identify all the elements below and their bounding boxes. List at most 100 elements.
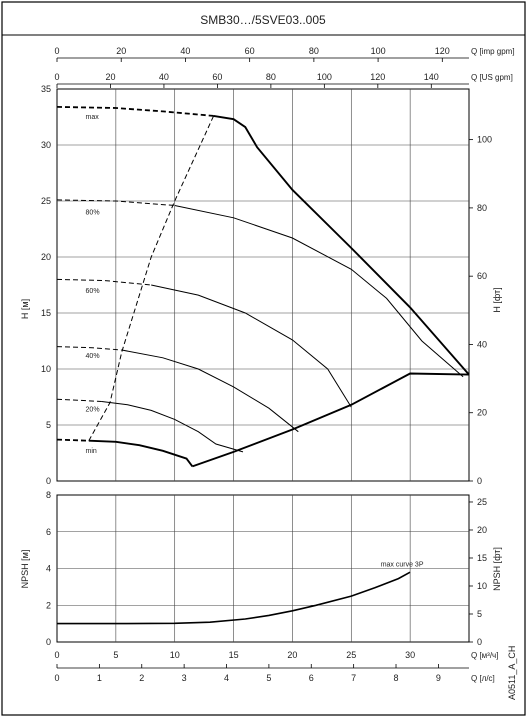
npsh-curves: max curve 3P	[57, 562, 424, 625]
us-gpm-tick-label: 0	[54, 72, 59, 82]
imp-gpm-tick-label: 80	[309, 46, 319, 56]
head-ft-tick-label: 60	[477, 271, 487, 281]
head-chart: max 80% 60% 40% 20% min 0 5 10 15 20 25 30 35 0 20 40 60…	[20, 84, 502, 486]
head-curve-min-flow-boundary	[88, 115, 215, 441]
npsh-ft-tick-label: 15	[477, 553, 487, 563]
head-ft-tick-label: 100	[477, 135, 492, 145]
npsh-m-tick-label: 0	[46, 637, 51, 647]
head-curve-dashed-segment	[56, 346, 122, 351]
head-m-tick-label: 10	[41, 364, 51, 374]
npsh-curve-label: max curve 3P	[381, 562, 424, 569]
head-ft-tick-label: 80	[477, 203, 487, 213]
imp-gpm-tick-label: 100	[371, 46, 386, 56]
head-curve-max	[213, 114, 470, 376]
head-m-tick-label: 15	[41, 308, 51, 318]
head-ft-axis-title: H [фт]	[492, 287, 502, 312]
m3h-tick-label: 15	[229, 650, 239, 660]
head-curve-40pct	[121, 349, 299, 433]
imp-gpm-tick-label: 0	[54, 46, 59, 56]
head-m-tick-label: 30	[41, 140, 51, 150]
flow-axes-bottom: 0 5 10 15 20 25 30 Q [м³/ч] 0 1 2 3 4 5 6 7 8 9 Q [л/с]	[54, 650, 498, 683]
npsh-ft-tick-label: 20	[477, 525, 487, 535]
drawing-code: A0511_A_CH	[507, 646, 517, 700]
npsh-m-tick-label: 4	[46, 564, 51, 574]
npsh-grid	[57, 495, 469, 642]
head-curve-60pct	[151, 284, 352, 408]
ls-tick-label: 1	[97, 673, 102, 683]
m3h-tick-label: 20	[287, 650, 297, 660]
imp-gpm-tick-label: 60	[245, 46, 255, 56]
head-ft-tick-label: 20	[477, 408, 487, 418]
ls-tick-label: 5	[266, 673, 271, 683]
head-curve-20pct	[101, 401, 244, 453]
ls-axis-title: Q [л/с]	[471, 674, 495, 683]
head-ft-tick-label: 0	[477, 476, 482, 486]
npsh-m-tick-label: 2	[46, 600, 51, 610]
m3h-tick-label: 5	[113, 650, 118, 660]
head-m-tick-label: 0	[46, 476, 51, 486]
npsh-ft-tick-label: 10	[477, 581, 487, 591]
head-curve-dashed-segment	[56, 438, 89, 442]
head-m-tick-label: 5	[46, 420, 51, 430]
ls-tick-label: 7	[351, 673, 356, 683]
m3h-tick-label: 25	[346, 650, 356, 660]
npsh-m-axis-title: NPSH [м]	[20, 550, 30, 589]
npsh-m-tick-label: 6	[46, 527, 51, 537]
npsh-ft-tick-label: 5	[477, 609, 482, 619]
m3h-tick-label: 0	[54, 650, 59, 660]
m3h-tick-label: 30	[405, 650, 415, 660]
imp-gpm-tick-label: 20	[116, 46, 126, 56]
head-m-tick-label: 20	[41, 252, 51, 262]
imp-gpm-tick-label: 40	[180, 46, 190, 56]
head-plot-area	[56, 88, 470, 482]
npsh-axis-ticks: 0 2 4 6 8 0 5 10 15 20 25	[46, 490, 487, 647]
head-ft-tick-label: 40	[477, 339, 487, 349]
head-curve-label: 80%	[86, 209, 100, 216]
head-curve-operating-limit	[192, 372, 470, 468]
chart-title: SMB30…/5SVE03..005	[200, 13, 326, 27]
us-gpm-tick-label: 120	[370, 72, 385, 82]
head-curve-dashed-segment	[56, 106, 214, 117]
m3h-axis-title: Q [м³/ч]	[471, 651, 498, 660]
head-curve-label: 40%	[86, 353, 100, 360]
us-gpm-tick-label: 20	[105, 72, 115, 82]
us-gpm-axis-title: Q [US gpm]	[471, 73, 513, 82]
us-gpm-tick-label: 60	[212, 72, 222, 82]
head-curve-label: max	[86, 114, 100, 121]
m3h-tick-label: 10	[170, 650, 180, 660]
ls-tick-label: 8	[394, 673, 399, 683]
ls-tick-label: 9	[436, 673, 441, 683]
imp-gpm-axis-title: Q [imp gpm]	[471, 47, 515, 56]
ls-tick-label: 0	[54, 673, 59, 683]
head-m-tick-label: 35	[41, 84, 51, 94]
head-curve-label: min	[86, 448, 97, 455]
head-curve-min	[88, 439, 194, 467]
npsh-m-tick-label: 8	[46, 490, 51, 500]
ls-tick-label: 3	[182, 673, 187, 683]
ls-tick-label: 2	[139, 673, 144, 683]
flow-axes-top: 0 20 40 60 80 100 120 Q [imp gpm] 0 20 40 60 80 100 12…	[54, 46, 515, 88]
npsh-chart: max curve 3P 0 2 4 6 8 0 5 10 15 20 25 NPSH [м] NP…	[20, 490, 502, 647]
ls-tick-label: 4	[224, 673, 229, 683]
ls-tick-label: 6	[309, 673, 314, 683]
head-curves	[56, 106, 470, 468]
head-curve-80pct	[174, 205, 464, 378]
us-gpm-tick-label: 40	[159, 72, 169, 82]
npsh-curve	[57, 571, 411, 625]
npsh-ft-tick-label: 0	[477, 637, 482, 647]
head-curve-labels: max 80% 60% 40% 20% min	[86, 114, 100, 455]
us-gpm-tick-label: 100	[317, 72, 332, 82]
us-gpm-tick-label: 80	[266, 72, 276, 82]
head-curve-dashed-segment	[56, 199, 175, 206]
head-grid	[57, 89, 469, 481]
head-curve-label: 60%	[86, 288, 100, 295]
npsh-ft-tick-label: 25	[477, 497, 487, 507]
npsh-ft-axis-title: NPSH [фт]	[492, 547, 502, 591]
us-gpm-tick-label: 140	[424, 72, 439, 82]
head-curve-label: 20%	[86, 407, 100, 414]
head-m-axis-title: H [м]	[20, 299, 30, 319]
head-m-tick-label: 25	[41, 196, 51, 206]
